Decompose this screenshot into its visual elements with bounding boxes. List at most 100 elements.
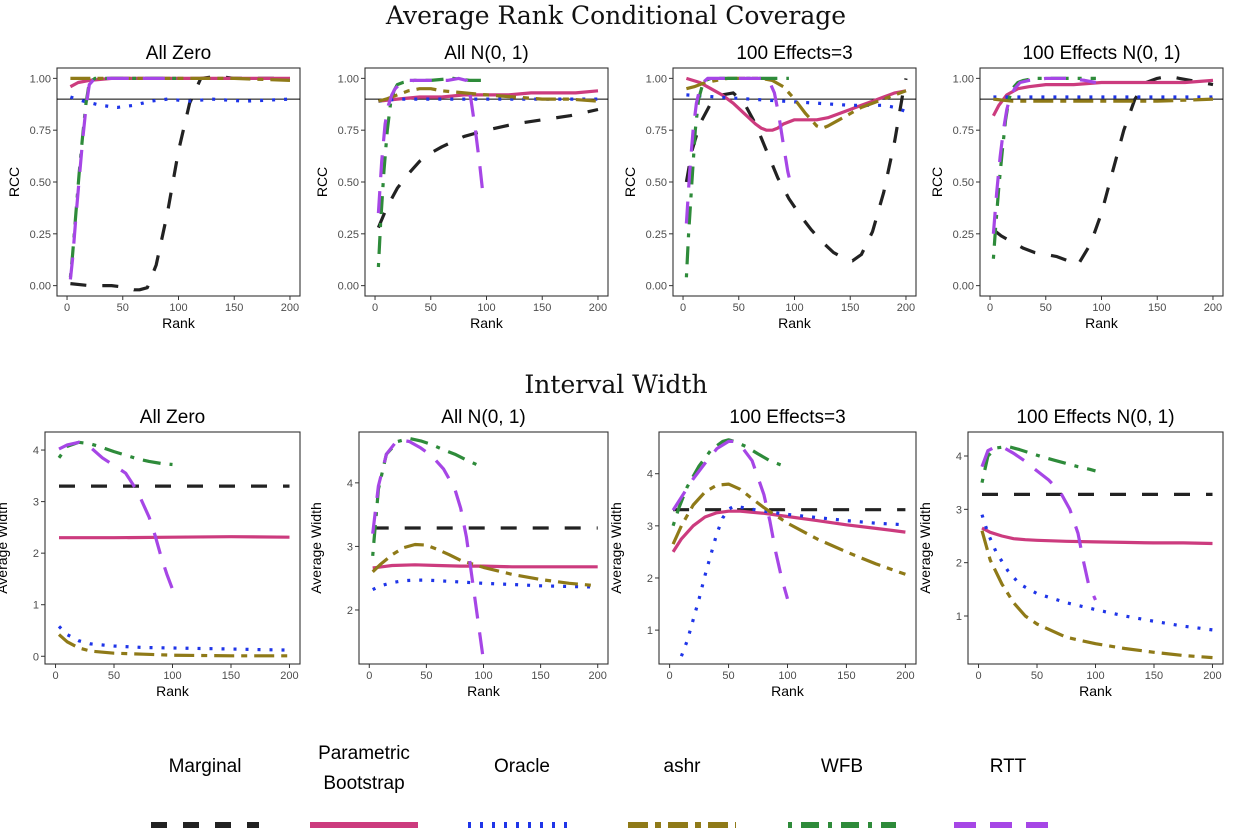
series-group (365, 76, 608, 268)
legend-label: Oracle (494, 756, 550, 777)
y-tick-label: 4 (347, 478, 353, 490)
y-tick-label: 3 (647, 521, 653, 533)
legend-label: ashr (664, 756, 702, 777)
panel-title: 100 Effects N(0, 1) (1016, 407, 1174, 428)
series-line-ashr (993, 97, 1214, 103)
series-line-wfb (371, 436, 479, 557)
x-tick-label: 0 (52, 670, 58, 682)
legend-item-parametric-bootstrap: Parametric Bootstrap (310, 743, 418, 828)
y-tick-label: 0.50 (953, 177, 974, 189)
x-tick-label: 150 (533, 302, 551, 314)
x-axis-label: Rank (778, 315, 812, 331)
series-line-marginal (684, 78, 908, 263)
x-tick-label: 100 (169, 302, 187, 314)
x-tick-label: 200 (1204, 302, 1222, 314)
panel-title: All N(0, 1) (444, 43, 528, 64)
y-tick-label: 1.00 (646, 73, 667, 85)
series-group (57, 74, 300, 292)
y-axis-label: Average Width (0, 502, 10, 594)
x-tick-label: 50 (733, 302, 745, 314)
legend-item-marginal: Marginal (151, 756, 259, 828)
x-tick-label: 150 (531, 670, 549, 682)
x-tick-label: 0 (372, 302, 378, 314)
y-tick-label: 0.50 (338, 177, 359, 189)
series-line-wfb (57, 440, 173, 467)
x-tick-label: 150 (222, 670, 240, 682)
section-title-coverage: Average Rank Conditional Coverage (385, 1, 846, 30)
y-axis-label: Average Width (308, 502, 324, 594)
series-group (980, 444, 1213, 660)
x-tick-label: 50 (108, 670, 120, 682)
series-line-oracle (372, 578, 598, 592)
panel-5: All Zero 0 50 100 150 200 0 1 2 3 4 Rank Average Wid… (0, 407, 301, 699)
series-line-wfb (684, 76, 789, 278)
series-line-parametric-bootstrap (981, 526, 1213, 546)
series-line-oracle (69, 95, 291, 110)
series-line-marginal (70, 74, 290, 292)
x-axis-label: Rank (467, 683, 501, 699)
y-tick-label: 3 (33, 497, 39, 509)
x-tick-label: 150 (225, 302, 243, 314)
series-line-parametric-bootstrap (59, 535, 290, 540)
x-tick-label: 100 (1092, 302, 1110, 314)
series-line-ashr (371, 542, 598, 588)
y-axis-label: RCC (314, 167, 330, 197)
x-tick-label: 200 (589, 302, 607, 314)
series-line-rtt (991, 76, 1097, 234)
y-tick-label: 1.00 (30, 73, 51, 85)
series-line-ashr (980, 530, 1213, 660)
x-tick-label: 150 (1145, 670, 1163, 682)
y-tick-label: 2 (956, 558, 962, 570)
y-tick-label: 2 (347, 605, 353, 617)
series-line-parametric-bootstrap (685, 76, 907, 132)
y-tick-label: 0.75 (338, 125, 359, 137)
x-tick-label: 0 (987, 302, 993, 314)
y-tick-label: 0.50 (646, 177, 667, 189)
x-tick-label: 200 (897, 302, 915, 314)
series-line-marginal (376, 107, 599, 229)
series-line-rtt (68, 76, 179, 280)
y-axis-label: Average Width (917, 502, 933, 594)
legend: Marginal Parametric Bootstrap Oracle ashr WFB… (151, 743, 1062, 828)
series-group (673, 76, 916, 278)
x-tick-label: 150 (837, 670, 855, 682)
series-group (371, 436, 598, 662)
x-tick-label: 50 (1031, 670, 1043, 682)
plot-frame (358, 431, 609, 665)
panel-1: All Zero 0 50 100 150 200 0.00 0.25 0.50 0.75 1.00… (6, 43, 301, 331)
panel-6: All N(0, 1) 0 50 100 150 200 2 3 4 Rank Average Wi… (308, 407, 609, 699)
legend-item-oracle: Oracle (468, 756, 576, 828)
series-line-oracle (980, 514, 1213, 632)
series-line-rtt (684, 76, 793, 224)
series-line-ashr (377, 87, 599, 103)
x-tick-label: 50 (420, 670, 432, 682)
series-line-wfb (376, 76, 481, 268)
y-axis-label: RCC (929, 167, 945, 197)
y-tick-label: 4 (956, 451, 962, 463)
series-line-wfb (68, 76, 179, 278)
plot-frame (44, 431, 301, 665)
series-line-oracle (679, 504, 906, 657)
x-axis-label: Rank (1085, 315, 1119, 331)
series-line-rtt (58, 440, 174, 590)
x-tick-label: 100 (778, 670, 796, 682)
y-tick-label: 0.00 (30, 281, 51, 293)
y-tick-label: 4 (33, 445, 39, 457)
panel-4: 100 Effects N(0, 1) 0 50 100 150 200 0.00 0.25 0… (929, 43, 1224, 331)
x-axis-label: Rank (771, 683, 805, 699)
series-line-rtt (980, 444, 1097, 601)
y-tick-label: 0.75 (30, 125, 51, 137)
legend-label: Marginal (169, 756, 242, 777)
panel-7: 100 Effects=3 0 50 100 150 200 1 2 3 4 Rank Average… (608, 407, 917, 699)
panel-title: All N(0, 1) (441, 407, 525, 428)
legend-item-ashr: ashr (628, 756, 736, 828)
x-tick-label: 100 (163, 670, 181, 682)
y-tick-label: 1 (647, 625, 653, 637)
x-tick-label: 0 (366, 670, 372, 682)
series-line-parametric-bootstrap (372, 563, 598, 570)
x-tick-label: 100 (785, 302, 803, 314)
x-axis-label: Rank (156, 683, 190, 699)
plot-frame (364, 67, 609, 297)
series-line-ashr (671, 482, 906, 576)
